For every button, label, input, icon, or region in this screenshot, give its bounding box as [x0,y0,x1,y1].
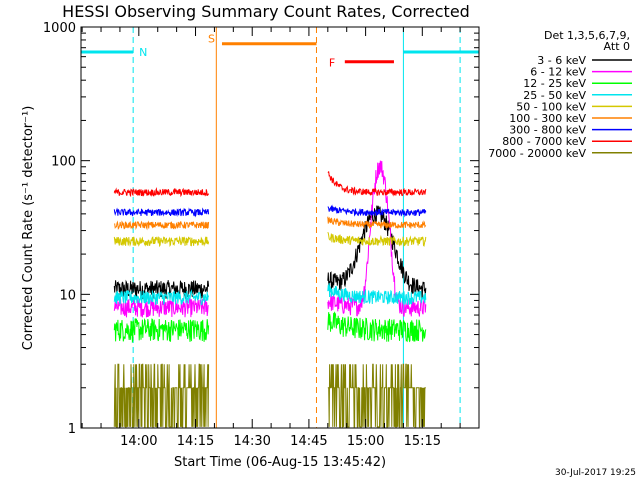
chart-title: HESSI Observing Summary Count Rates, Cor… [62,2,470,21]
legend-entry-label: 800 - 7000 keV [502,135,586,148]
legend-entry-label: 3 - 6 keV [537,54,586,67]
series-line [327,160,427,317]
series-layer [113,160,427,428]
legend-header-line1: Det 1,3,5,6,7,9, [544,29,630,42]
legend-entry-label: 6 - 12 keV [530,66,586,79]
legend-entry-label: 300 - 800 keV [509,124,586,137]
series-line [327,311,427,343]
series-line [113,318,210,344]
x-tick-label: 14:30 [233,434,270,449]
x-tick-label: 14:45 [290,434,327,449]
y-tick-label: 100 [51,155,76,170]
y-tick-label: 1000 [43,21,76,36]
series-line [113,186,210,198]
x-axis-label: Start Time (06-Aug-15 13:45:42) [174,455,386,470]
y-tick-label: 10 [59,288,76,303]
legend-entry-label: 100 - 300 keV [509,112,586,125]
series-line [327,205,427,298]
legend-entry-label: 25 - 50 keV [523,89,586,102]
series-line [327,171,427,197]
legend-entry-label: 50 - 100 keV [516,100,586,113]
flag-label: N [139,46,147,59]
legend-entry-label: 7000 - 20000 keV [488,147,586,160]
series-line [327,363,426,428]
flag-label: S [208,33,215,46]
series-line [113,235,210,248]
series-line [327,283,427,305]
x-tick-label: 14:15 [177,434,214,449]
footer-timestamp: 30-Jul-2017 19:25 [555,468,636,478]
x-tick-label: 15:00 [347,434,384,449]
series-line [327,231,427,247]
series-line [327,204,427,218]
series-line [113,207,210,218]
x-tick-label: 15:15 [404,434,441,449]
legend-entry-label: 12 - 25 keV [523,77,586,90]
plot-frame [80,26,480,429]
series-line [113,279,210,299]
y-tick-label: 1 [68,422,76,437]
series-line [113,220,210,231]
x-tick-label: 14:00 [120,434,157,449]
flag-label: F [329,57,335,70]
series-line [327,216,427,229]
legend-header-line2: Att 0 [604,40,630,53]
series-line [113,289,210,306]
series-line [113,363,210,428]
y-axis-label: Corrected Count Rate (s⁻¹ detector⁻¹) [21,106,36,351]
axis-layer: 1 10 100 1000 14:00 14:15 14:30 14:45 15:00 15:15 [43,21,480,449]
series-line [113,297,209,318]
flag-layer: N S F [81,33,479,70]
